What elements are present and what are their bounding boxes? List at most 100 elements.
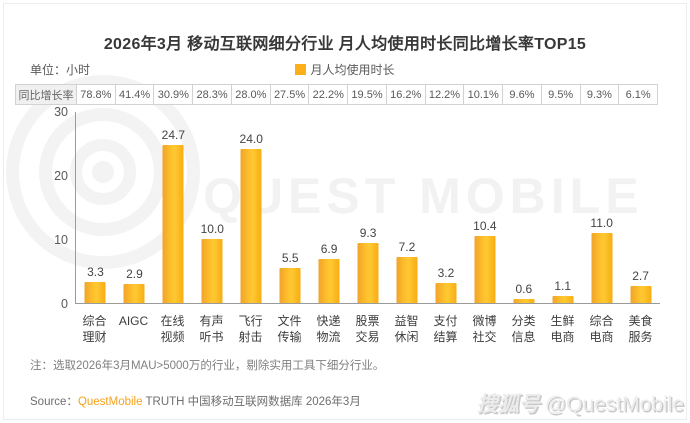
sohu-account-watermark: 搜狐号 @QuestMobile	[477, 388, 684, 418]
x-axis-label: 支付 结算	[433, 314, 458, 344]
yoy-growth-table: 同比增长率 78.8% 41.4% 30.9% 28.3% 28.0% 27.5% 22.2…	[15, 84, 659, 105]
yoy-growth-cell: 12.2%	[425, 84, 465, 105]
x-axis-labels: 综合 理财 AIGC 在线 视频 有声 听书 飞行 射击 文件 传输 快递 物流 股票 交易益…	[75, 313, 660, 345]
bar	[162, 144, 184, 303]
bar-value-label: 24.7	[161, 127, 186, 142]
bar	[240, 149, 262, 303]
bar-value-label: 7.2	[398, 239, 416, 254]
source-prefix: Source：	[30, 396, 78, 408]
y-axis-tick-label: 30	[54, 105, 68, 119]
sohu-handle: @QuestMobile	[544, 393, 684, 416]
source-rest: TRUTH 中国移动互联网数据库 2026年3月	[142, 396, 361, 408]
bar-value-label: 24.0	[239, 132, 263, 147]
yoy-growth-cell: 9.5%	[541, 84, 581, 105]
bar-slot-综合理财: 3.3	[76, 112, 115, 303]
bar-value-label: 0.6	[515, 282, 533, 297]
bar-slot-文件传输: 5.5	[271, 112, 310, 303]
chart-legend: 月人均使用时长	[0, 61, 690, 78]
y-axis: 0 10 20 30	[28, 105, 68, 311]
bar	[552, 295, 574, 303]
bar-slot-飞行射击: 24.0	[232, 112, 271, 303]
yoy-growth-cell: 19.5%	[348, 84, 387, 105]
bar-slot-美食服务: 2.7	[621, 112, 660, 303]
x-axis-label: AIGC	[118, 314, 149, 328]
yoy-growth-cell: 6.1%	[619, 84, 659, 105]
bars: 3.3 2.9 24.7 10.0 24.0 5.5 6.9 9.3 7.2 3.2 10.4 0.6…	[76, 112, 660, 303]
yoy-growth-cell: 28.0%	[231, 84, 271, 105]
x-axis-label: 在线 视频	[160, 314, 185, 344]
bar	[435, 282, 457, 303]
bar-value-label: 11.0	[590, 215, 613, 230]
x-axis-label: 美食 服务	[628, 314, 653, 344]
bar	[513, 299, 535, 303]
y-axis-tick-label: 20	[54, 169, 68, 183]
bar-slot-在线视频: 24.7	[154, 112, 193, 303]
bar-slot-AIGC: 2.9	[115, 112, 154, 303]
bar	[123, 284, 145, 303]
source-line: Source：QuestMobile TRUTH 中国移动互联网数据库 2026…	[30, 393, 361, 409]
bar-slot-股票交易: 9.3	[349, 112, 388, 303]
bar	[84, 281, 106, 303]
bar-slot-有声听书: 10.0	[193, 112, 232, 303]
bar	[630, 285, 652, 303]
bar-chart-plot-area: 3.3 2.9 24.7 10.0 24.0 5.5 6.9 9.3 7.2 3.2 10.4 0.6…	[75, 112, 660, 304]
bar-value-label: 10.4	[473, 219, 497, 234]
bar	[201, 239, 223, 303]
yoy-growth-cell: 27.5%	[270, 84, 310, 105]
legend-color-swatch	[295, 64, 307, 75]
bar	[279, 267, 301, 303]
bar-value-label: 2.7	[632, 268, 649, 283]
y-axis-tick-label: 0	[61, 297, 68, 311]
x-axis-label: 分类 信息	[511, 314, 536, 344]
yoy-growth-cell: 16.2%	[386, 84, 426, 105]
yoy-growth-cell: 41.4%	[115, 84, 155, 105]
bar-slot-生鲜电商: 1.1	[543, 112, 582, 303]
bar-slot-快递物流: 6.9	[310, 112, 349, 303]
source-brand: QuestMobile	[77, 396, 143, 408]
bar-slot-支付结算: 3.2	[426, 112, 465, 303]
bar	[357, 243, 379, 303]
yoy-growth-cell: 10.1%	[464, 84, 504, 105]
y-axis-tick-label: 10	[54, 233, 68, 247]
bar-slot-微博社交: 10.4	[465, 112, 504, 303]
bar-value-label: 3.2	[437, 265, 455, 280]
yoy-growth-cell: 9.3%	[580, 84, 620, 105]
bar-value-label: 2.9	[126, 267, 143, 282]
x-axis-label: 文件 传输	[277, 314, 302, 344]
page-title: 2026年3月 移动互联网细分行业 月人均使用时长同比增长率TOP15	[103, 36, 587, 53]
bar	[318, 258, 340, 303]
bar-slot-综合电商: 11.0	[582, 112, 621, 303]
yoy-growth-cell: 78.8%	[77, 84, 116, 105]
x-axis-label: 股票 交易	[355, 314, 380, 344]
x-axis-label: 微博 社交	[472, 314, 497, 344]
bar-value-label: 9.3	[359, 226, 377, 241]
yoy-growth-cell: 22.2%	[309, 84, 349, 105]
sohu-badge: 搜狐号	[476, 393, 540, 416]
legend-label: 月人均使用时长	[310, 63, 395, 77]
bar-value-label: 1.1	[554, 278, 572, 293]
x-axis-label: 益智 休闲	[394, 314, 419, 344]
bar-value-label: 10.0	[200, 222, 224, 236]
yoy-growth-cell: 28.3%	[193, 84, 232, 105]
bar-value-label: 6.9	[320, 241, 338, 256]
x-axis-label: 生鲜 电商	[550, 314, 575, 344]
yoy-growth-row-label: 同比增长率	[15, 84, 77, 105]
x-axis-label: 有声 听书	[199, 314, 224, 344]
questmobile-text-watermark: QUEST MOBILE	[203, 168, 644, 224]
bar	[474, 236, 496, 303]
bullseye-ring-inner	[70, 139, 136, 205]
bullseye-center-dot	[92, 161, 114, 183]
x-axis-label: 飞行 射击	[238, 314, 263, 344]
bar	[591, 232, 613, 303]
unit-label: 单位：小时	[30, 63, 91, 77]
bar-slot-分类信息: 0.6	[504, 112, 543, 303]
bar	[396, 256, 418, 303]
x-axis-label: 综合 理财	[82, 314, 107, 344]
footnote: 注：选取2026年3月MAU>5000万的行业，剔除实用工具下细分行业。	[30, 360, 385, 372]
yoy-growth-cell: 9.6%	[503, 84, 542, 105]
x-axis-label: 综合 电商	[589, 314, 614, 344]
bar-value-label: 5.5	[281, 250, 299, 265]
x-axis-label: 快递 物流	[316, 314, 341, 344]
bar-value-label: 3.3	[87, 264, 104, 279]
